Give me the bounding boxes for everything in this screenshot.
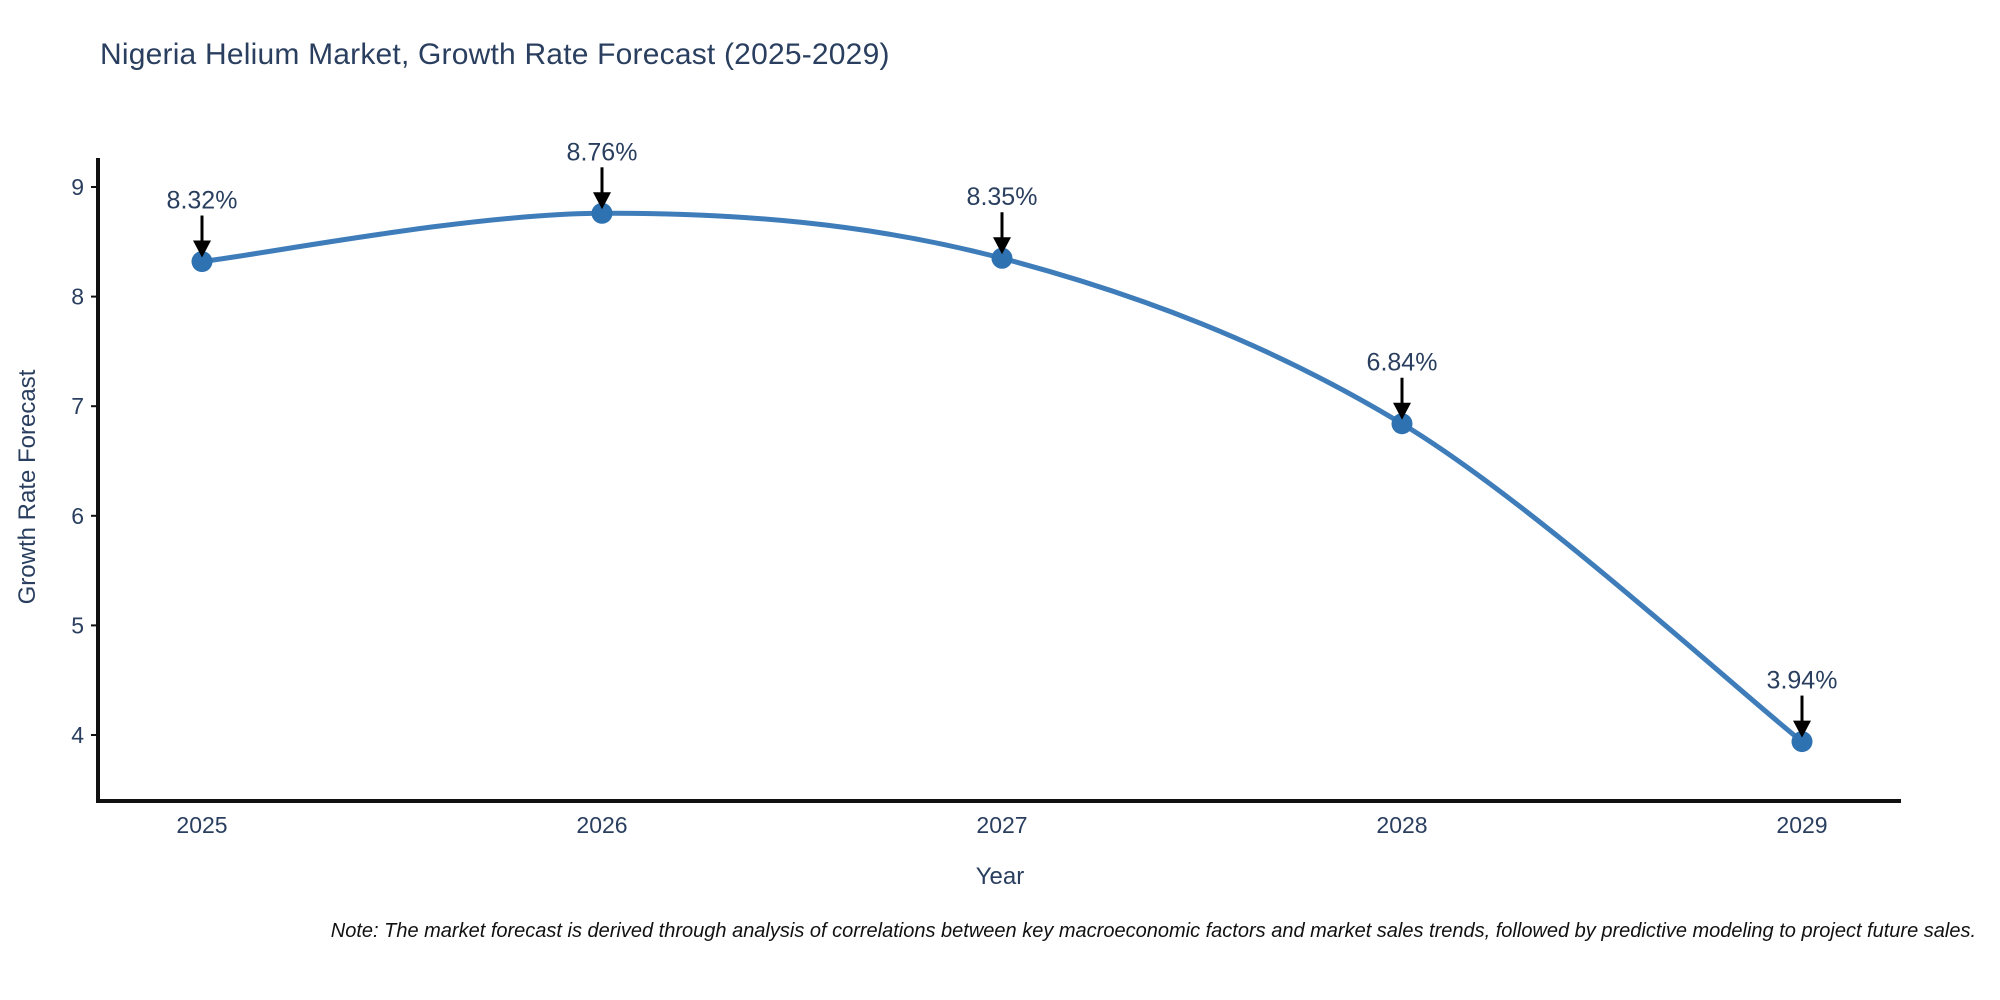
data-point-label: 3.94% <box>1767 667 1838 695</box>
data-point-marker[interactable] <box>591 202 613 224</box>
data-point-marker[interactable] <box>991 247 1013 269</box>
annotation-arrowhead-icon <box>993 237 1011 255</box>
y-tick-label: 9 <box>71 174 84 200</box>
data-point-label: 6.84% <box>1367 349 1438 377</box>
y-tick-label: 6 <box>71 503 84 529</box>
data-point-marker[interactable] <box>191 251 213 273</box>
data-point-label: 8.35% <box>967 183 1038 211</box>
x-tick-label: 2028 <box>1376 812 1427 838</box>
annotation-arrowhead-icon <box>1393 402 1411 420</box>
y-tick-label: 4 <box>71 722 84 748</box>
x-tick-label: 2026 <box>576 812 627 838</box>
x-tick-label: 2025 <box>176 812 227 838</box>
x-tick-label: 2027 <box>976 812 1027 838</box>
data-point-marker[interactable] <box>1791 731 1813 753</box>
annotation-arrowhead-icon <box>593 192 611 210</box>
data-point-label: 8.32% <box>167 187 238 215</box>
y-tick-label: 5 <box>71 612 84 638</box>
data-point-label: 8.76% <box>567 138 638 166</box>
data-point-marker[interactable] <box>1391 413 1413 435</box>
x-axis-title: Year <box>975 863 1025 890</box>
annotation-arrowhead-icon <box>1793 720 1811 738</box>
y-tick-label: 8 <box>71 284 84 310</box>
chart-title: Nigeria Helium Market, Growth Rate Forec… <box>100 38 890 71</box>
annotation-arrowhead-icon <box>193 240 211 258</box>
footnote: Note: The market forecast is derived thr… <box>330 920 1976 942</box>
y-axis-title: Growth Rate Forecast <box>14 369 41 605</box>
x-tick-label: 2029 <box>1776 812 1827 838</box>
forecast-line <box>199 210 1805 745</box>
y-tick-label: 7 <box>71 393 84 419</box>
